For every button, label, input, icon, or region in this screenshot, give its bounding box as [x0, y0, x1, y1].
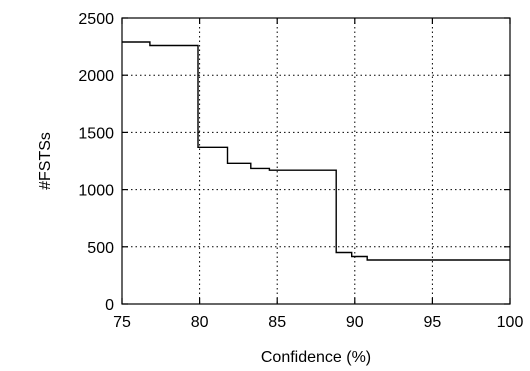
y-tick-label: 2000 [78, 68, 114, 85]
x-tick-label: 90 [346, 314, 364, 331]
y-tick-label: 2500 [78, 11, 114, 28]
x-axis-title: Confidence (%) [261, 349, 371, 366]
y-axis-title: #FSTSs [37, 132, 54, 190]
x-tick-label: 75 [113, 314, 131, 331]
ticks [121, 17, 511, 305]
y-tick-label: 1500 [78, 125, 114, 142]
x-tick-label: 95 [424, 314, 442, 331]
y-tick-label: 500 [87, 240, 114, 257]
plot-frame [121, 17, 511, 305]
y-tick-label: 1000 [78, 183, 114, 200]
grid [122, 18, 510, 304]
x-tick-label: 100 [497, 314, 524, 331]
series-line [122, 41, 510, 261]
x-tick-label: 80 [191, 314, 209, 331]
x-tick-label: 85 [268, 314, 286, 331]
x-tick-labels: 75 80 85 90 95 100 [113, 314, 523, 331]
y-tick-label: 0 [105, 297, 114, 314]
y-tick-labels: 0 500 1000 1500 2000 2500 [78, 11, 114, 314]
